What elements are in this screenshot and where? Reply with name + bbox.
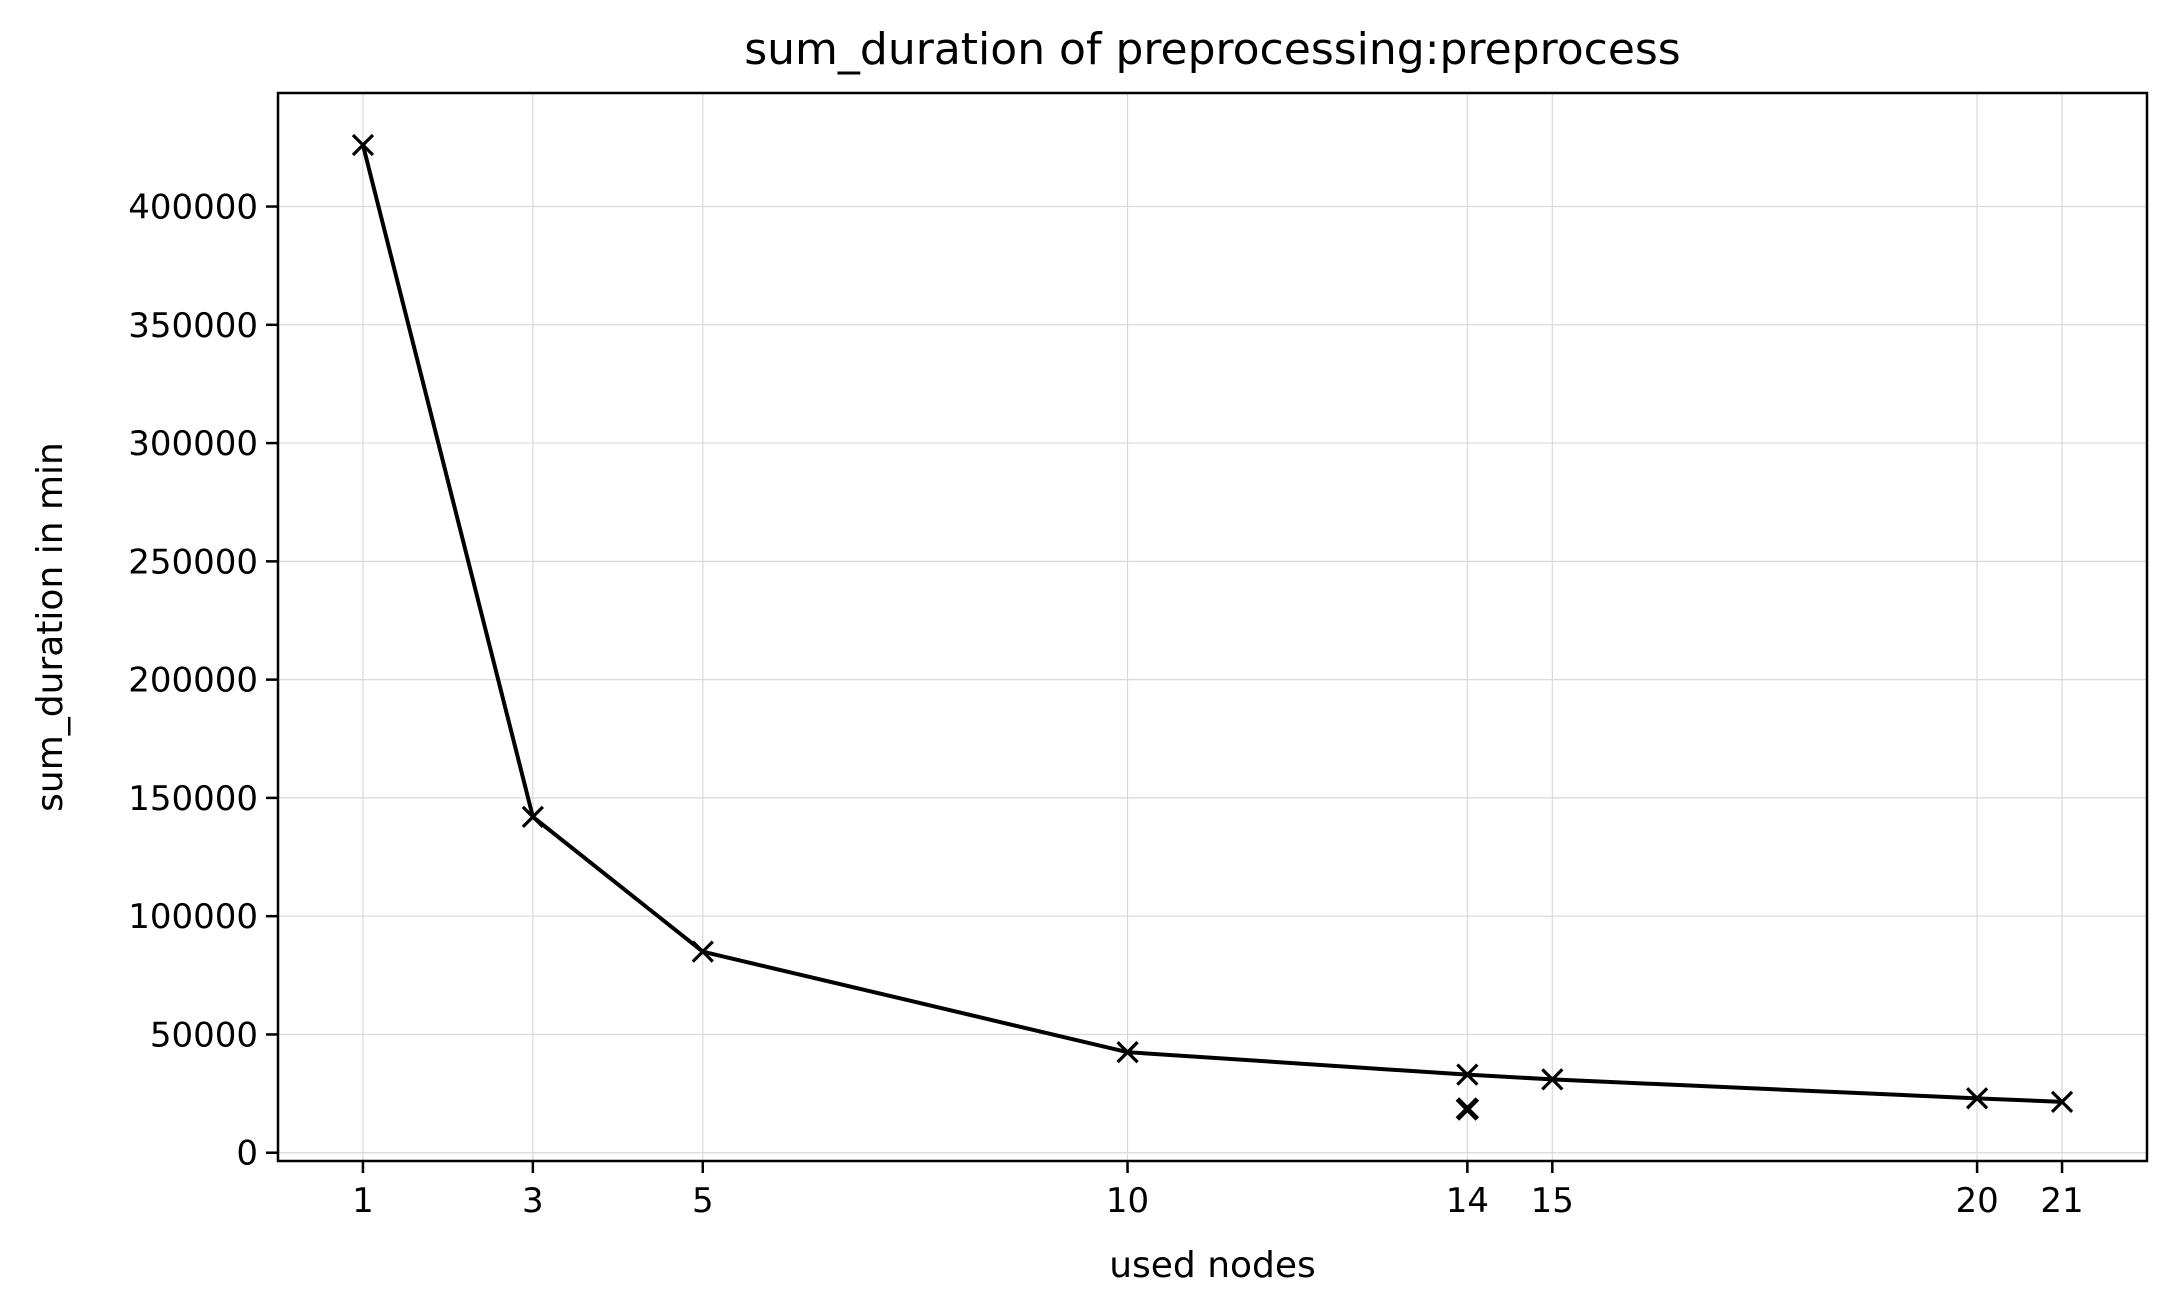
tick-layer: 1 3 5 10 14 15 20 21 0 50000 100000 150000 200000 250… bbox=[128, 188, 2083, 1221]
x-tick-label: 10 bbox=[1106, 1181, 1149, 1221]
y-axis-label: sum_duration in min bbox=[30, 442, 71, 812]
y-tick-label: 100000 bbox=[128, 897, 258, 937]
plot-frame bbox=[276, 91, 2149, 1163]
series-layer bbox=[351, 133, 2074, 1121]
data-point bbox=[1965, 1087, 1989, 1110]
grid-layer bbox=[278, 93, 2147, 1161]
data-point bbox=[1456, 1063, 1479, 1086]
series-line bbox=[361, 144, 2063, 1104]
x-tick-label: 21 bbox=[2040, 1181, 2083, 1221]
y-tick-label: 50000 bbox=[150, 1015, 258, 1055]
data-point bbox=[521, 805, 544, 828]
data-point bbox=[351, 133, 375, 157]
y-tick-label: 300000 bbox=[128, 424, 258, 464]
y-tick-label: 350000 bbox=[128, 306, 258, 346]
x-tick-label: 20 bbox=[1955, 1181, 1998, 1221]
data-point bbox=[1541, 1068, 1564, 1091]
x-tick-label: 15 bbox=[1531, 1181, 1574, 1221]
y-tick-label: 400000 bbox=[128, 188, 258, 228]
extra-data-point bbox=[1455, 1097, 1480, 1121]
x-tick-label: 1 bbox=[352, 1181, 374, 1221]
data-point bbox=[2050, 1090, 2074, 1113]
x-tick-label: 3 bbox=[522, 1181, 544, 1221]
y-tick-label: 250000 bbox=[128, 542, 258, 582]
x-tick-label: 5 bbox=[692, 1181, 714, 1221]
data-point bbox=[691, 940, 714, 963]
y-tick-label: 0 bbox=[236, 1134, 258, 1174]
y-tick-label: 150000 bbox=[128, 779, 258, 819]
x-tick-label: 14 bbox=[1446, 1181, 1489, 1221]
chart-title: sum_duration of preprocessing:preprocess bbox=[744, 24, 1680, 75]
y-tick-label: 200000 bbox=[128, 661, 258, 701]
data-point bbox=[1116, 1041, 1139, 1064]
x-axis-label: used nodes bbox=[1109, 1245, 1316, 1286]
